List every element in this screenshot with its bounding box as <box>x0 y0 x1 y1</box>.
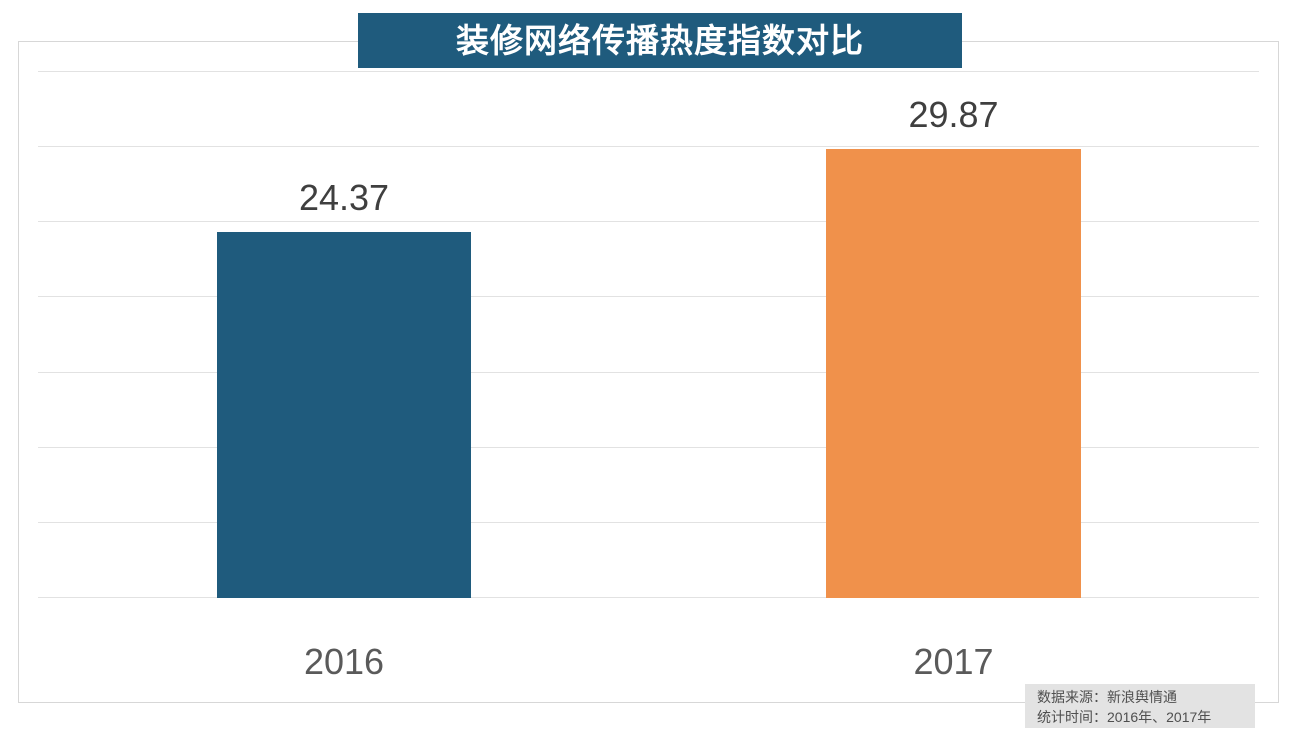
plot-area: 24.37 29.87 <box>38 71 1259 598</box>
data-source-text: 数据来源：新浪舆情通 <box>1037 689 1177 705</box>
source-note: 数据来源：新浪舆情通 统计时间：2016年、2017年 <box>1025 684 1255 728</box>
bar-value-label: 29.87 <box>908 94 999 136</box>
bar-2016 <box>217 232 471 598</box>
gridline <box>38 71 1259 72</box>
chart-frame: 24.37 29.87 2016 2017 <box>18 41 1279 703</box>
bar-group-2017: 29.87 <box>826 72 1081 598</box>
chart-title-banner: 装修网络传播热度指数对比 <box>358 13 962 68</box>
stat-time-text: 统计时间：2016年、2017年 <box>1037 709 1212 725</box>
gridline <box>38 521 1259 523</box>
bar-2017 <box>826 149 1081 598</box>
bar-group-2016: 24.37 <box>217 72 471 598</box>
gridline <box>38 446 1259 448</box>
gridline <box>38 371 1259 373</box>
gridline <box>38 296 1259 298</box>
x-axis-label-2017: 2017 <box>913 641 994 682</box>
gridline <box>38 221 1259 223</box>
gridline <box>38 597 1259 598</box>
x-axis-label-2016: 2016 <box>303 641 385 682</box>
gridline <box>38 146 1259 148</box>
bar-value-label: 24.37 <box>298 177 390 219</box>
